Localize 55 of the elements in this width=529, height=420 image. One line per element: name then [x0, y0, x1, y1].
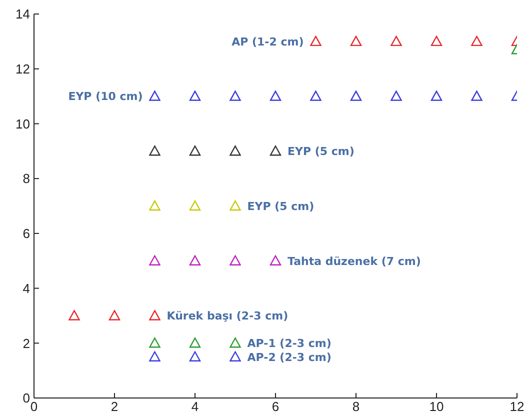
point	[149, 351, 160, 362]
x-tick-label: 4	[191, 399, 199, 414]
point	[149, 90, 160, 101]
series-label: EYP (5 cm)	[288, 145, 354, 158]
point	[430, 90, 442, 101]
point	[390, 36, 402, 46]
point	[189, 200, 201, 211]
point	[230, 255, 241, 266]
series-label: AP (1-2 cm)	[232, 35, 304, 48]
point	[189, 146, 201, 156]
point	[149, 255, 160, 266]
point	[430, 36, 442, 46]
x-tick-label: 2	[110, 399, 118, 414]
y-tick-label: 14	[16, 6, 30, 22]
point	[149, 338, 160, 348]
point	[230, 146, 241, 156]
point	[149, 146, 160, 156]
series-label: EYP (10 cm)	[68, 90, 143, 104]
point	[68, 310, 80, 320]
point	[230, 200, 241, 211]
point	[471, 90, 482, 101]
x-tick-label: 10	[429, 399, 444, 414]
x-tick-label: 8	[352, 399, 360, 414]
series-label: AP-1 (2-3 cm)	[247, 337, 332, 350]
y-tick-label: 8	[22, 171, 30, 186]
point	[270, 255, 282, 266]
point	[310, 90, 322, 101]
point	[390, 90, 402, 101]
point	[149, 310, 160, 320]
y-tick-label: 6	[22, 226, 30, 242]
point	[149, 200, 160, 211]
y-tick-label: 12	[16, 61, 30, 76]
series-label: EYP (5 cm)	[247, 200, 314, 213]
point	[189, 351, 201, 362]
y-tick-label: 2	[22, 336, 30, 351]
point	[471, 36, 482, 46]
point	[230, 351, 241, 362]
point	[189, 255, 201, 266]
point	[189, 338, 201, 348]
y-tick-label: 4	[22, 280, 30, 296]
x-tick-label: 12	[510, 399, 524, 414]
series-label: AP-2 (2-3 cm)	[247, 350, 332, 364]
series-label: Tahta düzenek (7 cm)	[288, 254, 421, 268]
point	[230, 338, 241, 348]
x-tick-label: 6	[272, 399, 280, 414]
series-label: Kürek başı (2-3 cm)	[166, 310, 288, 323]
point	[270, 146, 282, 156]
point	[350, 90, 362, 101]
point	[270, 90, 282, 101]
point	[350, 36, 362, 46]
point	[108, 310, 120, 320]
point	[230, 90, 241, 101]
y-tick-label: 10	[16, 116, 30, 132]
point	[189, 90, 201, 101]
point	[310, 36, 322, 46]
